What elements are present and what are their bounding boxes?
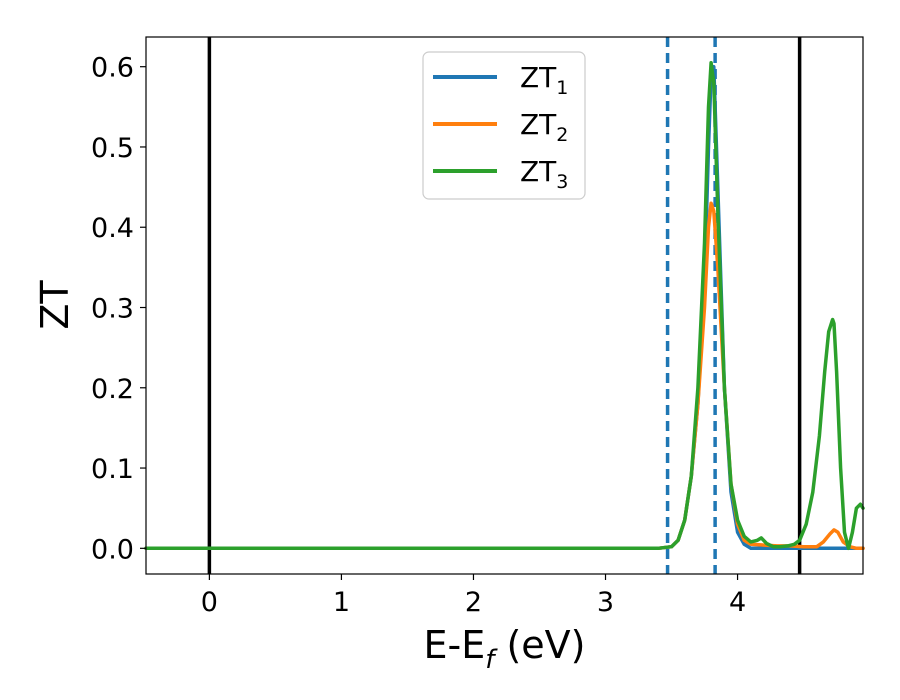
- y-tick-label: 0.3: [91, 294, 134, 325]
- y-axis-title: ZT: [33, 280, 77, 330]
- y-tick-label: 0.1: [91, 454, 134, 485]
- x-axis-ticks: 0 1 2 3 4: [201, 574, 746, 618]
- y-tick-label: 0.5: [91, 133, 134, 164]
- x-axis-title-main: E-E: [424, 623, 486, 667]
- legend-label-1: ZT1: [520, 61, 568, 99]
- series-line-3: [144, 60, 865, 551]
- x-tick-label: 0: [201, 587, 218, 618]
- legend-label-2: ZT2: [520, 108, 568, 146]
- y-tick-label: 0.2: [91, 374, 134, 405]
- legend-box: [422, 51, 586, 200]
- x-axis-title-rest: (eV): [494, 623, 585, 667]
- legend-label-3: ZT3: [520, 155, 568, 193]
- legend: ZT1 ZT2 ZT3: [422, 51, 586, 200]
- x-axis-title: E-Ef (eV): [424, 623, 586, 675]
- x-tick-label: 4: [729, 587, 746, 618]
- y-tick-label: 0.6: [91, 53, 134, 84]
- plot-frame: [145, 36, 864, 575]
- data-series: [144, 60, 865, 551]
- y-axis-ticks: 0.0 0.1 0.2 0.3 0.4 0.5 0.6: [91, 53, 146, 565]
- x-tick-label: 1: [333, 587, 350, 618]
- x-tick-label: 3: [597, 587, 614, 618]
- y-tick-label: 0.0: [91, 534, 134, 565]
- y-tick-label: 0.4: [91, 213, 134, 244]
- x-tick-label: 2: [465, 587, 482, 618]
